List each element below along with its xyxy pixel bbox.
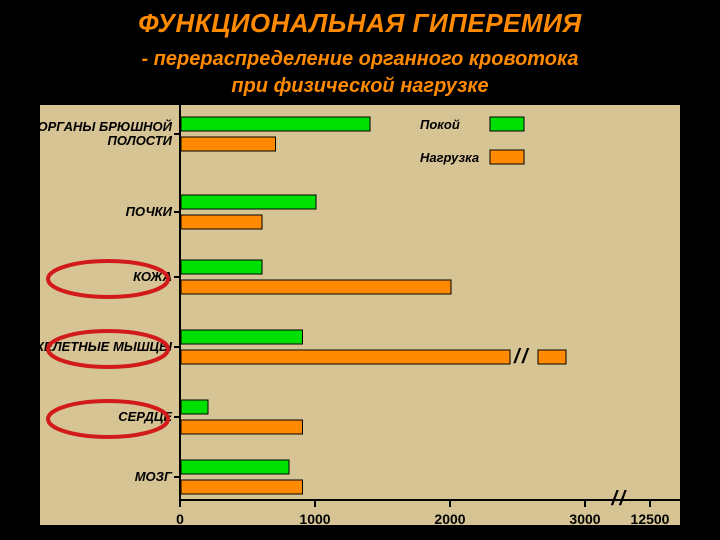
slide-root: { "title": { "text": "ФУНКЦИОНАЛЬНАЯ ГИП… (0, 0, 720, 540)
legend-label: Покой (420, 117, 460, 132)
legend-swatch (490, 117, 524, 131)
category-label: ПОЛОСТИ (107, 133, 172, 148)
bar-load (181, 215, 262, 229)
bar-load (181, 420, 303, 434)
bar-rest (181, 195, 316, 209)
category-label: СКЕЛЕТНЫЕ МЫШЦЫ (40, 339, 173, 354)
bar-rest (181, 460, 289, 474)
page-title: ФУНКЦИОНАЛЬНАЯ ГИПЕРЕМИЯ (0, 8, 720, 39)
svg-text:2000: 2000 (434, 511, 465, 525)
bar-load (181, 350, 510, 364)
svg-text:1000: 1000 (299, 511, 330, 525)
svg-text:3000: 3000 (569, 511, 600, 525)
bar-rest (181, 400, 208, 414)
legend-swatch (490, 150, 524, 164)
subtitle-1: - перераспределение органного кровотока (0, 48, 720, 71)
bar-rest (181, 260, 262, 274)
chart-area: 010002000300012500//ОРГАНЫ БРЮШНОЙПОЛОСТ… (40, 105, 680, 525)
svg-text:12500: 12500 (631, 511, 670, 525)
bar-load (181, 280, 451, 294)
bar-load (181, 137, 276, 151)
chart-svg: 010002000300012500//ОРГАНЫ БРЮШНОЙПОЛОСТ… (40, 105, 680, 525)
legend-label: Нагрузка (420, 150, 479, 165)
bar-rest (181, 117, 370, 131)
category-label: ПОЧКИ (126, 204, 173, 219)
category-label: МОЗГ (135, 469, 173, 484)
svg-text:0: 0 (176, 511, 184, 525)
category-label: ОРГАНЫ БРЮШНОЙ (40, 118, 173, 134)
bar-load (181, 480, 303, 494)
bar-rest (181, 330, 303, 344)
subtitle-2: при физической нагрузке (0, 75, 720, 98)
bar-load-continued (538, 350, 566, 364)
